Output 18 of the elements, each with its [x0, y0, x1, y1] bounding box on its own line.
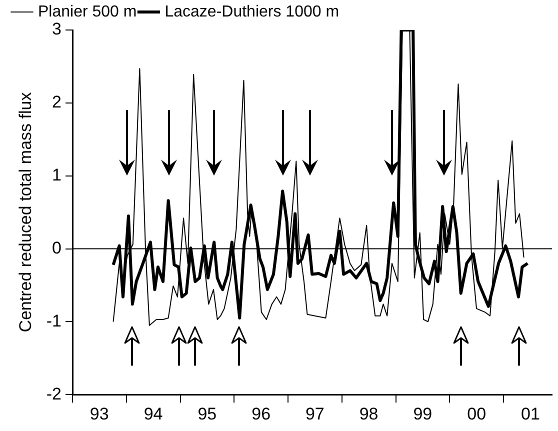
- y-tick-label: 3: [52, 20, 62, 39]
- y-axis-title: Centred reduced total mass flux: [16, 92, 35, 332]
- y-tick-label: -2: [46, 384, 62, 404]
- y-tick-label: 2: [52, 92, 62, 112]
- legend-label: Planier 500 m: [38, 3, 137, 20]
- x-tick-label: 00: [467, 404, 486, 424]
- x-tick-label: 97: [305, 404, 324, 424]
- x-tick-label: 01: [520, 404, 540, 424]
- x-tick-label: 93: [90, 404, 109, 424]
- x-tick-label: 94: [144, 404, 163, 424]
- y-tick-label: 1: [52, 166, 62, 185]
- x-tick-label: 95: [198, 404, 217, 424]
- y-tick-label: 0: [52, 238, 62, 258]
- legend-label: Lacaze-Duthiers 1000 m: [164, 3, 340, 20]
- x-tick-label: 96: [252, 404, 271, 424]
- x-tick-label: 99: [413, 404, 432, 424]
- x-tick-label: 98: [359, 404, 378, 424]
- y-tick-label: -1: [46, 311, 62, 330]
